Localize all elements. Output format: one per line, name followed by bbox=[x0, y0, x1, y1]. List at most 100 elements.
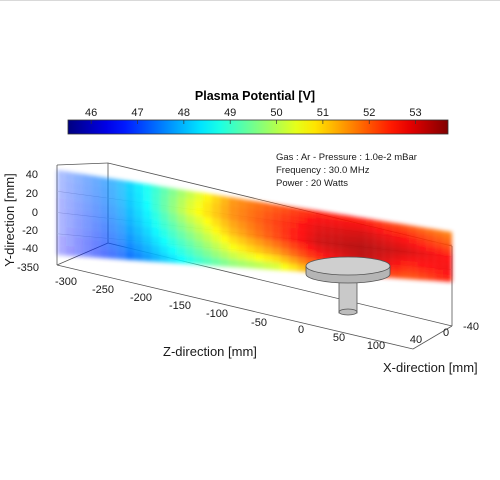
heat-cell bbox=[288, 263, 298, 272]
heat-cell bbox=[142, 200, 152, 211]
heat-cell bbox=[297, 236, 306, 245]
heat-cell bbox=[125, 224, 135, 235]
heat-cell bbox=[374, 232, 384, 240]
heat-cell bbox=[443, 275, 452, 282]
heat-cell bbox=[228, 251, 238, 260]
heat-cell bbox=[125, 180, 135, 191]
heat-cell bbox=[391, 259, 401, 267]
heat-cell bbox=[82, 247, 92, 258]
heat-cell bbox=[271, 262, 281, 271]
heat-cell bbox=[426, 245, 435, 253]
heat-cell bbox=[108, 187, 118, 198]
heat-cell bbox=[151, 184, 160, 195]
heat-cell bbox=[391, 241, 401, 249]
heat-cell bbox=[263, 232, 272, 241]
z-tick-label: -100 bbox=[206, 308, 228, 320]
heat-cell bbox=[99, 203, 109, 214]
heat-cell bbox=[409, 273, 418, 280]
heat-cell bbox=[220, 211, 229, 221]
heat-cell bbox=[134, 251, 143, 261]
heat-cell bbox=[417, 262, 427, 269]
heat-cell bbox=[220, 219, 229, 228]
heat-cell bbox=[400, 223, 410, 232]
heat-cell bbox=[65, 218, 75, 229]
heat-cell bbox=[65, 180, 75, 192]
heat-cell bbox=[331, 240, 341, 248]
heat-cell bbox=[220, 227, 229, 236]
z-tick-label: -350 bbox=[17, 262, 39, 274]
heat-cell bbox=[203, 257, 212, 266]
heat-cell bbox=[108, 240, 118, 251]
heat-cell bbox=[417, 226, 427, 234]
x-tick-label: 40 bbox=[410, 334, 422, 346]
z-tick-label: -50 bbox=[251, 317, 267, 329]
heat-cell bbox=[237, 221, 246, 230]
heat-cell bbox=[168, 237, 178, 247]
heat-cell bbox=[254, 246, 264, 255]
heat-cell bbox=[65, 199, 75, 210]
heat-cell bbox=[91, 220, 100, 231]
colorbar-tick: 51 bbox=[317, 107, 329, 119]
heat-cell bbox=[314, 251, 324, 260]
heat-cell bbox=[168, 204, 178, 214]
heat-cell bbox=[434, 240, 444, 248]
heat-cell bbox=[400, 254, 410, 262]
heat-cell bbox=[237, 229, 246, 238]
heat-cell bbox=[211, 233, 221, 243]
heat-cell bbox=[349, 215, 358, 224]
heat-cell bbox=[228, 235, 238, 245]
heat-cell bbox=[409, 237, 418, 245]
heat-cell bbox=[280, 219, 289, 228]
heat-cell bbox=[194, 191, 203, 201]
heat-cell bbox=[280, 263, 289, 271]
heat-cell bbox=[125, 198, 135, 209]
note-gas: Gas : Ar - Pressure : 1.0e-2 mBar bbox=[276, 152, 417, 163]
heat-cell bbox=[306, 237, 315, 245]
heat-cell bbox=[99, 185, 109, 196]
heat-cell bbox=[288, 235, 298, 244]
heat-cell bbox=[288, 227, 298, 236]
heat-cell bbox=[349, 229, 358, 237]
heat-cell bbox=[434, 252, 444, 259]
heat-cell bbox=[426, 251, 435, 258]
heat-cell bbox=[134, 242, 143, 253]
heat-cell bbox=[65, 190, 75, 201]
heat-cell bbox=[417, 250, 427, 257]
heat-cell bbox=[82, 201, 92, 212]
heat-cell bbox=[374, 238, 384, 247]
heat-cell bbox=[142, 209, 152, 219]
colorbar-title: Plasma Potential [V] bbox=[195, 89, 315, 103]
heat-cell bbox=[366, 250, 375, 258]
heat-cell bbox=[271, 211, 281, 220]
heat-cell bbox=[82, 183, 92, 194]
heat-cell bbox=[160, 245, 169, 255]
heat-cell bbox=[391, 265, 401, 273]
colorbar-tick: 50 bbox=[270, 107, 282, 119]
heat-cell bbox=[331, 246, 341, 255]
heat-cell bbox=[91, 202, 100, 213]
heat-cell bbox=[391, 234, 401, 243]
heat-cell bbox=[323, 211, 332, 220]
heat-cell bbox=[117, 188, 126, 199]
heat-cell bbox=[349, 242, 358, 250]
heat-cell bbox=[194, 256, 203, 265]
heat-cell bbox=[263, 254, 272, 263]
heat-cell bbox=[331, 226, 341, 235]
heat-cell bbox=[426, 239, 435, 247]
heat-cell bbox=[185, 198, 195, 208]
colorbar bbox=[67, 119, 449, 135]
heat-cell bbox=[91, 184, 100, 195]
heat-cell bbox=[65, 171, 75, 182]
heat-cell bbox=[280, 248, 289, 257]
heat-cell bbox=[443, 241, 452, 249]
z-axis-label: Z-direction [mm] bbox=[163, 344, 257, 359]
heat-cell bbox=[366, 224, 375, 233]
heat-cell bbox=[383, 246, 392, 254]
heat-cell bbox=[434, 235, 444, 242]
heat-cell bbox=[417, 238, 427, 246]
heat-cell bbox=[263, 246, 272, 255]
heat-cell bbox=[254, 223, 264, 232]
heat-cell bbox=[220, 203, 229, 213]
heat-cell bbox=[82, 210, 92, 221]
heat-cell bbox=[134, 182, 143, 193]
